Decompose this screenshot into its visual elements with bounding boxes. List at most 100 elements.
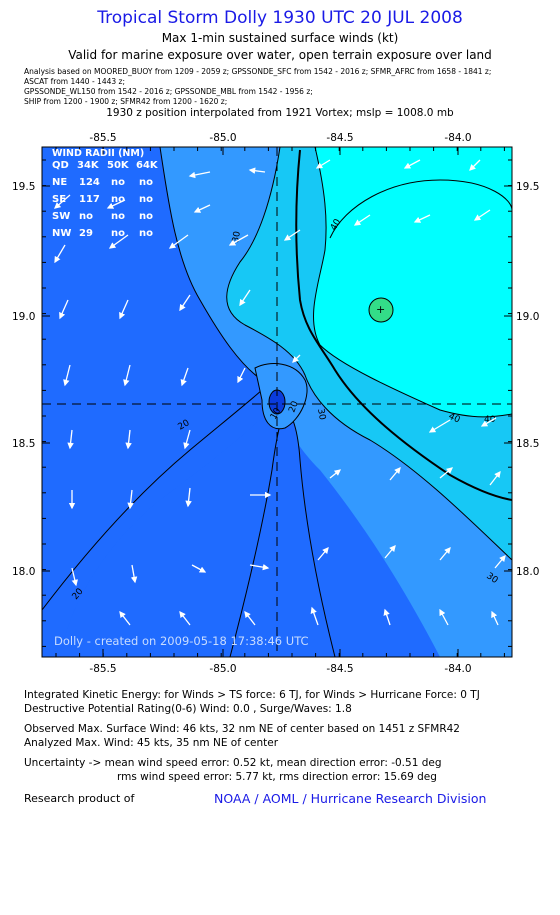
radii-value: no (79, 211, 93, 222)
wind-vector (439, 547, 451, 561)
wind-vector (193, 204, 211, 213)
wind-vector (123, 364, 131, 387)
contour-label: 40 (447, 412, 462, 426)
isotach-30 (226, 147, 512, 561)
map-title: Tropical Storm Dolly 1930 UTC 20 JUL 200… (97, 8, 463, 28)
wind-field-map: + 40 40 40 30 30 30 20 20 20 10 -85.5 -8… (12, 132, 539, 675)
exposure-note: Valid for marine exposure over water, op… (68, 48, 492, 62)
wind-vector (108, 234, 129, 249)
wind-vector (228, 234, 249, 246)
uncertainty-line-2: rms wind speed error: 5.77 kt, rms direc… (117, 771, 437, 783)
analyzed-max-wind: Analyzed Max. Wind: 45 kts, 35 nm NE of … (24, 737, 279, 749)
wind-radii-table: WIND RADII (NM) QD 34K 50K 64K NE 124 no… (52, 148, 159, 239)
lat-tick-label: 18.0 (516, 566, 539, 578)
wind-vector (317, 547, 329, 561)
wind-vector (413, 214, 431, 223)
lon-tick-label: -85.5 (89, 663, 116, 675)
wind-vector (183, 429, 191, 450)
radii-value: no (111, 194, 125, 205)
lat-tick-label: 18.0 (12, 566, 35, 578)
lat-tick-label: 19.5 (516, 181, 539, 193)
dpr-line: Destructive Potential Rating(0-6) Wind: … (24, 703, 352, 715)
wind-vector (353, 214, 371, 226)
wind-vector (63, 364, 71, 387)
wind-vector (428, 419, 451, 433)
max-wind-marker: + (376, 303, 385, 316)
lon-tick-label: -84.5 (326, 663, 353, 675)
wind-vectors (54, 159, 506, 626)
radii-value: 124 (79, 177, 100, 188)
wind-vector (119, 299, 129, 320)
wind-vector (237, 367, 246, 384)
wind-vector (469, 159, 481, 171)
wind-vector (180, 367, 189, 387)
radii-quadrant: SE (52, 194, 66, 205)
radii-value: no (139, 211, 153, 222)
wind-vector (329, 469, 342, 479)
wind-vector (389, 467, 401, 481)
band-20kt-south (230, 410, 335, 657)
noaa-org-link[interactable]: NOAA / AOML / Hurricane Research Divisio… (214, 791, 487, 806)
observed-max-wind: Observed Max. Surface Wind: 46 kts, 32 n… (24, 723, 460, 735)
wind-vector (439, 467, 453, 479)
radii-value: 29 (79, 228, 93, 239)
wind-vector (191, 564, 207, 573)
radii-header-qd: QD (52, 160, 69, 171)
radii-quadrant: NE (52, 177, 67, 188)
analysis-line: GPSSONDE_WL150 from 1542 - 2016 z; GPSSO… (24, 87, 313, 96)
wind-vector (473, 209, 491, 221)
wind-vector (239, 289, 251, 307)
radii-quadrant: SW (52, 211, 70, 222)
lon-tick-label: -85.5 (89, 132, 116, 144)
lat-tick-label: 19.0 (516, 311, 539, 323)
contour-label: 30 (231, 230, 243, 243)
wind-vector (71, 567, 78, 587)
wind-vector (54, 194, 71, 209)
map-subtitle: Max 1-min sustained surface winds (kt) (161, 31, 399, 45)
plot-frame (41, 146, 513, 658)
radii-value: no (139, 228, 153, 239)
analysis-line: ASCAT from 1440 - 1443 z; (24, 77, 125, 86)
wind-vector (127, 489, 134, 510)
contour-label: 20 (287, 400, 300, 414)
radii-value: 117 (79, 194, 100, 205)
radii-value: no (111, 177, 125, 188)
lat-tick-label: 18.5 (516, 438, 539, 450)
wind-vector (439, 608, 449, 626)
isotach-34-ts-force (295, 149, 512, 501)
wind-vector (125, 429, 132, 450)
position-note: 1930 z position interpolated from 1921 V… (106, 107, 454, 119)
wind-contours: + (42, 147, 512, 657)
contour-label: 40 (484, 415, 496, 425)
wind-vector (188, 171, 211, 179)
wind-vector (292, 354, 301, 363)
wind-vector (283, 229, 301, 241)
isotach-40 (313, 147, 512, 418)
lat-tick-label: 19.5 (12, 181, 35, 193)
wind-vector (106, 199, 126, 209)
radii-value: no (111, 228, 125, 239)
isotach-20-southwest (42, 389, 263, 611)
wind-vector (179, 610, 191, 626)
wind-vector (130, 564, 138, 584)
ike-line: Integrated Kinetic Energy: for Winds > T… (24, 689, 480, 701)
radii-header-34: 34K (77, 160, 100, 171)
lon-tick-label: -85.0 (209, 663, 236, 675)
wind-vector (403, 159, 421, 169)
wind-vector (119, 610, 131, 626)
wind-vector (494, 555, 506, 569)
wind-vector (54, 244, 66, 264)
radii-quadrant: NW (52, 228, 71, 239)
wind-vector (480, 417, 497, 427)
research-label: Research product of (24, 792, 135, 805)
wind-vector (315, 159, 331, 169)
max-wind-region (368, 297, 394, 323)
radii-value: no (139, 194, 153, 205)
lat-tick-label: 19.0 (12, 311, 35, 323)
wind-vector (491, 610, 499, 626)
analysis-line: SHIP from 1200 - 1900 z; SFMR42 from 120… (24, 97, 228, 106)
isotach-20-north (159, 147, 263, 381)
wind-vector (384, 545, 396, 559)
wind-vector (168, 234, 189, 249)
contour-label: 30 (315, 408, 327, 421)
